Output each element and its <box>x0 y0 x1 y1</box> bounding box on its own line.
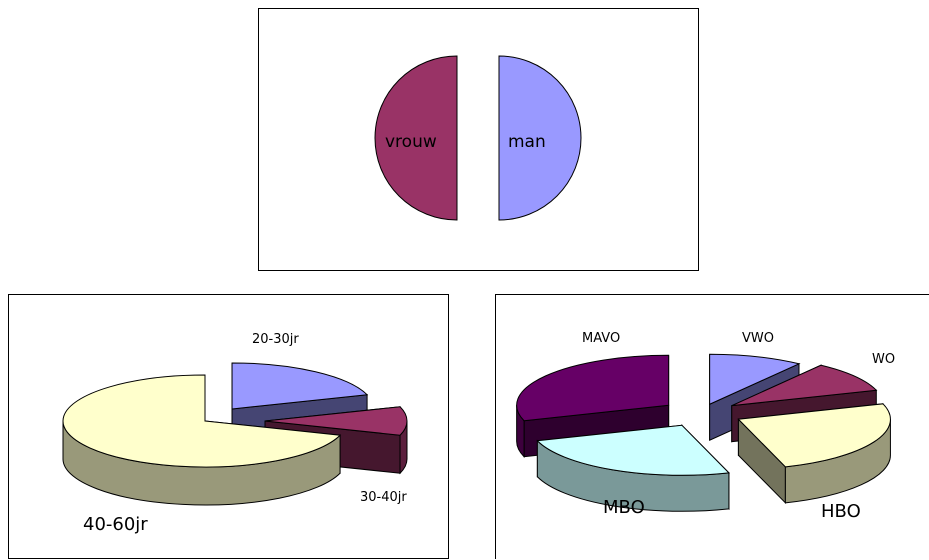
label-hbo: HBO <box>821 501 861 522</box>
slice-40-60jr <box>62 374 342 506</box>
age-chart-panel: 20-30jr 30-40jr 40-60jr <box>8 294 449 559</box>
education-chart-panel: VWO WO HBO MBO MAVO <box>495 294 929 559</box>
label-mbo: MBO <box>603 497 645 518</box>
age-pie-chart: 20-30jr 30-40jr 40-60jr <box>62 332 408 535</box>
slice-hbo <box>737 403 891 505</box>
gender-pie-chart: vrouw man <box>374 55 582 221</box>
label-40-60jr: 40-60jr <box>83 514 148 535</box>
label-20-30jr: 20-30jr <box>252 332 299 347</box>
label-man: man <box>508 132 546 152</box>
label-mavo: MAVO <box>582 331 620 346</box>
label-30-40jr: 30-40jr <box>360 490 407 505</box>
slice-man <box>498 55 582 221</box>
slice-mbo <box>536 424 730 512</box>
label-wo: WO <box>872 352 895 367</box>
slice-vrouw <box>374 55 458 221</box>
education-pie-chart: VWO WO HBO MBO MAVO <box>516 331 895 522</box>
gender-chart-panel: vrouw man <box>258 8 699 271</box>
label-vrouw: vrouw <box>385 132 437 152</box>
label-vwo: VWO <box>742 331 774 346</box>
